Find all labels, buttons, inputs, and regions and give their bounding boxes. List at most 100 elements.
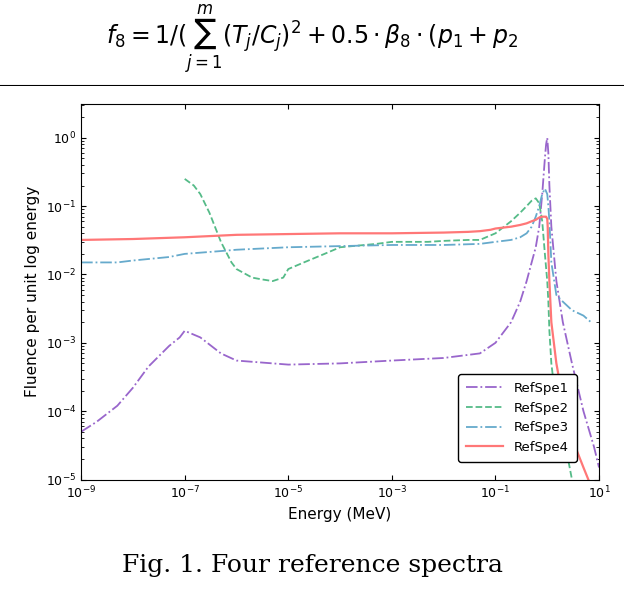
- RefSpe4: [532, 216, 540, 223]
- RefSpe2: [535, 200, 543, 207]
- RefSpe1: [440, 355, 447, 362]
- RefSpe2: [197, 191, 204, 198]
- RefSpe2: [559, 428, 567, 435]
- RefSpe1: [517, 298, 524, 305]
- RefSpe1: [553, 278, 560, 285]
- RefSpe1: [590, 443, 598, 451]
- RefSpe3: [388, 242, 396, 249]
- RefSpe1: [77, 428, 85, 435]
- RefSpe3: [129, 257, 137, 264]
- RefSpe2: [517, 209, 524, 216]
- RefSpe4: [580, 464, 587, 471]
- RefSpe4: [517, 221, 524, 229]
- RefSpe4: [587, 482, 595, 490]
- RefSpe4: [440, 229, 447, 236]
- RefSpe2: [228, 259, 235, 266]
- RefSpe4: [181, 234, 188, 241]
- RefSpe1: [528, 259, 535, 266]
- RefSpe2: [336, 244, 344, 251]
- RefSpe1: [476, 350, 484, 357]
- RefSpe3: [492, 239, 499, 246]
- RefSpe4: [476, 227, 484, 234]
- X-axis label: Energy (MeV): Energy (MeV): [288, 507, 392, 522]
- RefSpe4: [507, 223, 515, 230]
- RefSpe4: [548, 318, 555, 326]
- Y-axis label: Fluence per unit log energy: Fluence per unit log energy: [26, 186, 41, 397]
- RefSpe4: [535, 214, 543, 221]
- RefSpe3: [541, 185, 548, 192]
- RefSpe3: [507, 236, 515, 243]
- RefSpe3: [217, 247, 225, 255]
- RefSpe2: [321, 250, 328, 258]
- RefSpe3: [476, 240, 484, 247]
- RefSpe2: [465, 236, 472, 243]
- RefSpe4: [595, 524, 603, 531]
- RefSpe2: [280, 274, 287, 281]
- RefSpe1: [492, 339, 499, 346]
- RefSpe2: [548, 360, 555, 367]
- RefSpe2: [190, 182, 198, 189]
- RefSpe1: [539, 191, 546, 198]
- Line: RefSpe4: RefSpe4: [81, 217, 599, 527]
- RefSpe3: [285, 244, 292, 251]
- RefSpe1: [197, 334, 204, 341]
- RefSpe2: [258, 276, 265, 283]
- RefSpe3: [548, 259, 555, 266]
- RefSpe1: [544, 134, 551, 141]
- RefSpe1: [545, 149, 552, 156]
- RefSpe2: [539, 218, 546, 225]
- Line: RefSpe2: RefSpe2: [185, 179, 572, 480]
- RefSpe1: [176, 334, 183, 341]
- RefSpe1: [535, 223, 543, 230]
- RefSpe2: [424, 239, 432, 246]
- RefSpe3: [233, 246, 240, 253]
- RefSpe2: [233, 265, 240, 272]
- RefSpe1: [507, 318, 515, 326]
- Line: RefSpe3: RefSpe3: [81, 189, 591, 322]
- RefSpe2: [568, 476, 576, 483]
- RefSpe2: [545, 298, 552, 305]
- RefSpe2: [285, 265, 292, 272]
- RefSpe4: [542, 213, 550, 220]
- RefSpe1: [541, 155, 548, 162]
- RefSpe3: [580, 312, 587, 319]
- RefSpe4: [545, 250, 552, 258]
- RefSpe3: [440, 242, 447, 249]
- RefSpe1: [129, 384, 137, 391]
- RefSpe4: [285, 230, 292, 237]
- RefSpe3: [545, 218, 553, 225]
- RefSpe2: [476, 236, 484, 243]
- RefSpe2: [541, 250, 548, 258]
- RefSpe2: [269, 278, 276, 285]
- Text: $f_8 = 1/(\sum_{j=1}^{m}(T_j / C_j)^2 + 0.5 \cdot \beta_8 \cdot (p_1 + p_2$: $f_8 = 1/(\sum_{j=1}^{m}(T_j / C_j)^2 + …: [106, 2, 518, 75]
- RefSpe4: [492, 225, 499, 232]
- RefSpe4: [129, 236, 137, 243]
- RefSpe2: [544, 278, 551, 285]
- RefSpe2: [373, 240, 380, 247]
- Legend: RefSpe1, RefSpe2, RefSpe3, RefSpe4: RefSpe1, RefSpe2, RefSpe3, RefSpe4: [459, 374, 577, 462]
- RefSpe2: [300, 259, 308, 266]
- RefSpe4: [559, 395, 567, 403]
- RefSpe1: [542, 141, 550, 148]
- RefSpe3: [559, 298, 567, 305]
- RefSpe3: [539, 191, 546, 198]
- RefSpe3: [517, 234, 524, 241]
- RefSpe4: [528, 218, 535, 225]
- RefSpe4: [539, 213, 546, 220]
- RefSpe1: [217, 350, 225, 357]
- RefSpe3: [587, 318, 595, 326]
- RefSpe4: [545, 278, 553, 285]
- RefSpe1: [181, 327, 188, 334]
- RefSpe1: [545, 182, 553, 189]
- Text: Fig. 1. Four reference spectra: Fig. 1. Four reference spectra: [122, 554, 502, 577]
- RefSpe1: [532, 244, 540, 251]
- RefSpe3: [181, 250, 188, 258]
- RefSpe3: [544, 191, 551, 198]
- RefSpe1: [285, 361, 292, 368]
- RefSpe4: [487, 226, 494, 233]
- RefSpe2: [545, 327, 553, 334]
- RefSpe2: [181, 175, 188, 182]
- RefSpe1: [336, 360, 344, 367]
- RefSpe3: [336, 243, 344, 250]
- RefSpe1: [233, 357, 240, 364]
